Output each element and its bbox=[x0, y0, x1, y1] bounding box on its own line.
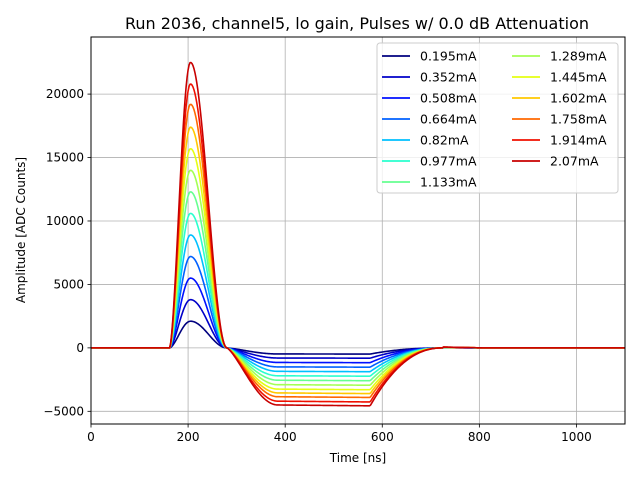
legend-label: 1.133mA bbox=[420, 175, 477, 190]
x-axis-label: Time [ns] bbox=[329, 451, 386, 465]
y-axis-label: Amplitude [ADC Counts] bbox=[14, 157, 28, 303]
legend-label: 0.664mA bbox=[420, 112, 477, 127]
x-tick-label: 400 bbox=[274, 430, 297, 444]
y-tick-label: −5000 bbox=[43, 404, 84, 418]
x-tick-label: 800 bbox=[468, 430, 491, 444]
legend-label: 1.758mA bbox=[550, 112, 607, 127]
legend-label: 1.289mA bbox=[550, 49, 607, 64]
legend-label: 2.07mA bbox=[550, 154, 599, 169]
legend: 0.195mA 0.352mA 0.508mA 0.664mA 0.82mA 0.977m… bbox=[376, 42, 619, 194]
plot-frame bbox=[90, 36, 626, 425]
series-line bbox=[91, 61, 625, 407]
x-tick-label: 600 bbox=[371, 430, 394, 444]
y-tick-label: 0 bbox=[76, 341, 84, 355]
y-tick-label: 10000 bbox=[46, 214, 84, 228]
legend-label: 1.914mA bbox=[550, 133, 607, 148]
x-tick-label: 0 bbox=[87, 430, 95, 444]
legend-label: 0.82mA bbox=[420, 133, 469, 148]
legend-label: 0.977mA bbox=[420, 154, 477, 169]
legend-label: 0.195mA bbox=[420, 49, 477, 64]
axis-ticks: 0 200 400 600 800 1000−5000050001000015000200… bbox=[43, 87, 591, 444]
legend-label: 0.508mA bbox=[420, 91, 477, 106]
legend-label: 1.602mA bbox=[550, 91, 607, 106]
x-tick-label: 1000 bbox=[561, 430, 592, 444]
legend-label: 0.352mA bbox=[420, 70, 477, 85]
y-tick-label: 5000 bbox=[53, 277, 84, 291]
x-tick-label: 200 bbox=[177, 430, 200, 444]
legend-box bbox=[376, 42, 619, 194]
y-tick-label: 15000 bbox=[46, 151, 84, 165]
series-lines bbox=[91, 61, 625, 407]
chart-title: Run 2036, channel5, lo gain, Pulses w/ 0… bbox=[125, 14, 589, 33]
y-tick-label: 20000 bbox=[46, 87, 84, 101]
legend-label: 1.445mA bbox=[550, 70, 607, 85]
